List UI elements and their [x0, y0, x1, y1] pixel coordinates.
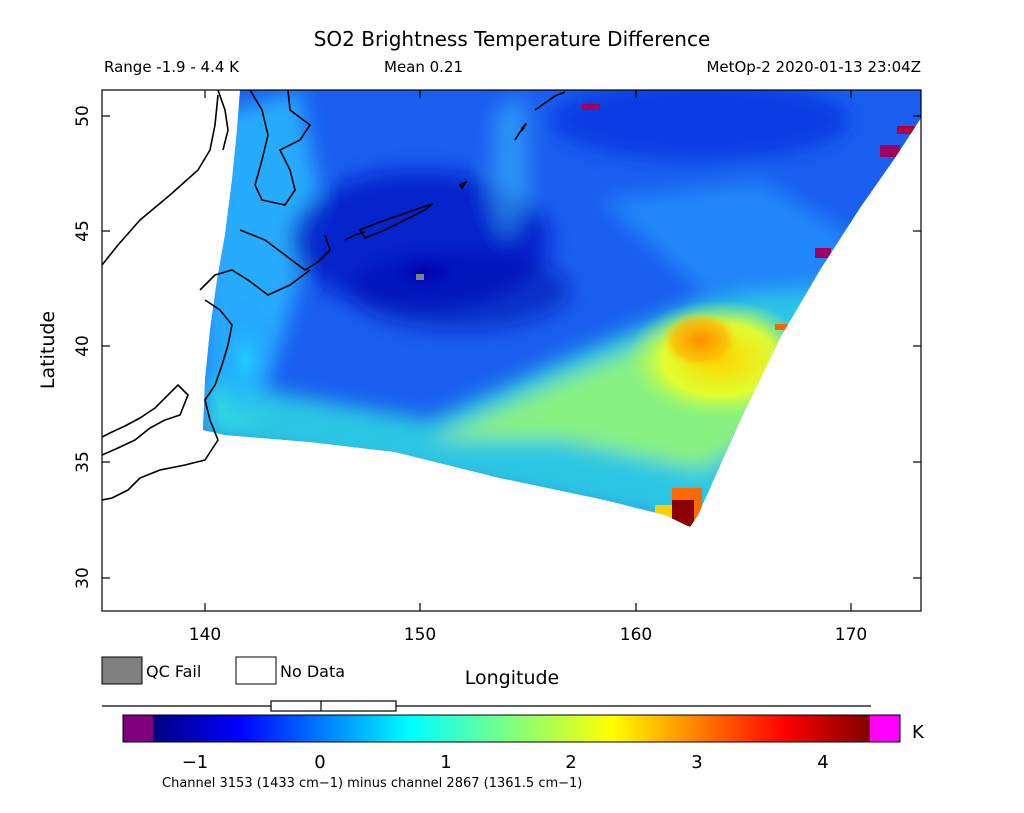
x-axis-label: Longitude [465, 667, 560, 689]
qc-fail-label: QC Fail [146, 662, 201, 681]
map-plot-area [102, 90, 921, 611]
colorbar-unit: K [912, 722, 925, 743]
x-tick-160: 160 [620, 625, 652, 645]
y-tick-35: 35 [73, 451, 93, 473]
cbar-tick-0: 0 [314, 752, 325, 773]
mean-label: Mean 0.21 [384, 58, 463, 76]
cbar-tick-m1: −1 [182, 752, 209, 773]
y-tick-45: 45 [73, 220, 93, 242]
colorbar-under-swatch [123, 715, 153, 742]
satellite-time-label: MetOp-2 2020-01-13 23:04Z [706, 58, 921, 76]
no-data-swatch [235, 656, 277, 685]
colorbar-caption: Channel 3153 (1433 cm−1) minus channel 2… [162, 776, 582, 791]
colorbar-gradient [153, 715, 870, 742]
cbar-tick-1: 1 [440, 752, 451, 773]
distribution-boxplot [102, 700, 871, 712]
qc-fail-swatch [101, 656, 143, 685]
x-tick-150: 150 [404, 625, 436, 645]
colorbar: K [122, 714, 925, 743]
cbar-tick-4: 4 [817, 752, 828, 773]
y-tick-50: 50 [73, 105, 93, 127]
y-tick-40: 40 [73, 335, 93, 357]
cbar-tick-2: 2 [565, 752, 576, 773]
y-tick-30: 30 [73, 567, 93, 589]
map-frame [101, 89, 922, 612]
coastlines [102, 90, 566, 501]
chart-title: SO2 Brightness Temperature Difference [314, 27, 711, 51]
colorbar-over-swatch [870, 715, 900, 742]
range-label: Range -1.9 - 4.4 K [104, 58, 240, 76]
x-tick-170: 170 [835, 625, 867, 645]
no-data-label: No Data [280, 662, 345, 681]
x-tick-140: 140 [189, 625, 221, 645]
axis-ticks [102, 90, 921, 611]
y-axis-label: Latitude [37, 311, 59, 389]
cbar-tick-3: 3 [691, 752, 702, 773]
legend: QC Fail No Data [101, 656, 345, 685]
